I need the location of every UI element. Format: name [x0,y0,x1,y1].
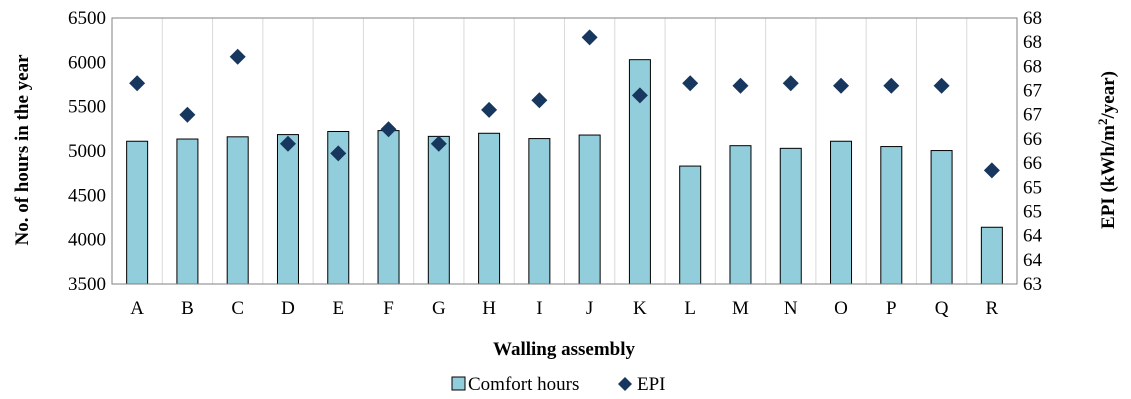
y-tick-label: 6000 [68,52,106,73]
y-tick-label: 5000 [68,141,106,162]
grid-lines [161,18,968,284]
y2-axis-title: EPI (kWh/m2/year) [1095,71,1119,229]
epi-marker-a [129,75,146,92]
bar-b [176,138,199,285]
y-tick-label: 6500 [68,8,106,29]
epi-marker-l [682,75,699,92]
x-tick-label: K [633,298,647,319]
legend-label-comfort-hours: Comfort hours [468,374,579,395]
y2-tick-label: 64 [1023,250,1043,271]
x-axis-title: Walling assembly [493,339,635,360]
bar-d [276,134,299,285]
plot-frame [111,17,1018,285]
left-axis-tick-labels: 3500 4000 4500 5000 5500 6000 6500 [68,8,106,295]
epi-marker-j [581,29,598,46]
y-tick-label: 3500 [68,274,106,295]
bar-g [427,135,450,285]
epi-marker-k [631,87,648,104]
legend: Comfort hours EPI [451,374,666,395]
epi-marker-f [380,121,397,138]
epi-marker-g [430,135,447,152]
bar-f [377,130,400,285]
y2-tick-label: 65 [1023,177,1042,198]
bar-j [578,134,601,285]
bar-n [779,147,802,285]
bar-o [830,140,853,285]
epi-marker-i [531,92,548,109]
y-tick-label: 4500 [68,185,106,206]
x-tick-label: H [482,298,496,319]
x-tick-label: A [130,298,144,319]
x-tick-label: R [986,298,999,319]
bar-m [729,145,752,285]
y2-tick-label: 63 [1023,274,1042,295]
epi-marker-b [179,106,196,123]
x-tick-label: I [536,298,542,319]
x-tick-label: F [383,298,394,319]
epi-marker-d [279,135,296,152]
y2-axis-title-sup: 2 [1095,118,1110,125]
y2-tick-label: 66 [1023,129,1042,150]
x-tick-label: Q [935,298,949,319]
x-tick-label: B [181,298,194,319]
y2-tick-label: 67 [1023,81,1042,102]
bar-l [679,165,702,285]
x-tick-label: N [784,298,798,319]
x-tick-label: G [432,298,446,319]
bar-h [478,132,501,285]
bar-a [126,140,149,285]
y2-tick-label: 64 [1023,226,1043,247]
x-tick-label: O [834,298,848,319]
x-axis-tick-labels: A B C D E F G H I J K L M N O P Q R [130,298,998,319]
y-axis-title: No. of hours in the year [12,54,33,246]
y2-tick-label: 66 [1023,153,1042,174]
x-tick-label: M [732,298,749,319]
y2-tick-label: 68 [1023,32,1042,53]
bar-c [226,136,249,285]
epi-marker-n [782,75,799,92]
marker-series-epi [129,29,1000,179]
y2-tick-label: 67 [1023,105,1042,126]
epi-marker-h [481,101,498,118]
epi-marker-q [933,77,950,94]
bar-p [880,146,903,285]
x-tick-label: D [281,298,295,319]
epi-marker-m [732,77,749,94]
bar-r [980,226,1003,285]
y-tick-label: 5500 [68,97,106,118]
y-tick-label: 4000 [68,230,106,251]
bar-i [528,138,551,285]
y2-tick-label: 65 [1023,201,1042,222]
epi-marker-e [330,145,347,162]
y2-tick-label: 68 [1023,56,1042,77]
legend-swatch-comfort-hours [451,376,466,391]
legend-label-epi: EPI [637,374,666,395]
epi-marker-o [833,77,850,94]
epi-marker-r [983,162,1000,179]
y2-tick-label: 68 [1023,8,1042,29]
legend-swatch-epi [618,377,632,391]
y2-axis-title-main: EPI (kWh/m [1098,125,1119,229]
epi-marker-c [229,48,246,65]
x-tick-label: C [231,298,244,319]
y2-axis-title-end: /year) [1098,71,1119,119]
x-tick-label: L [684,298,696,319]
right-axis-tick-labels: 63 64 64 65 65 66 66 67 67 68 68 68 [1023,8,1043,295]
epi-marker-p [883,77,900,94]
x-tick-label: P [886,298,897,319]
bar-q [930,150,953,285]
x-tick-label: E [332,298,344,319]
x-tick-label: J [586,298,593,319]
